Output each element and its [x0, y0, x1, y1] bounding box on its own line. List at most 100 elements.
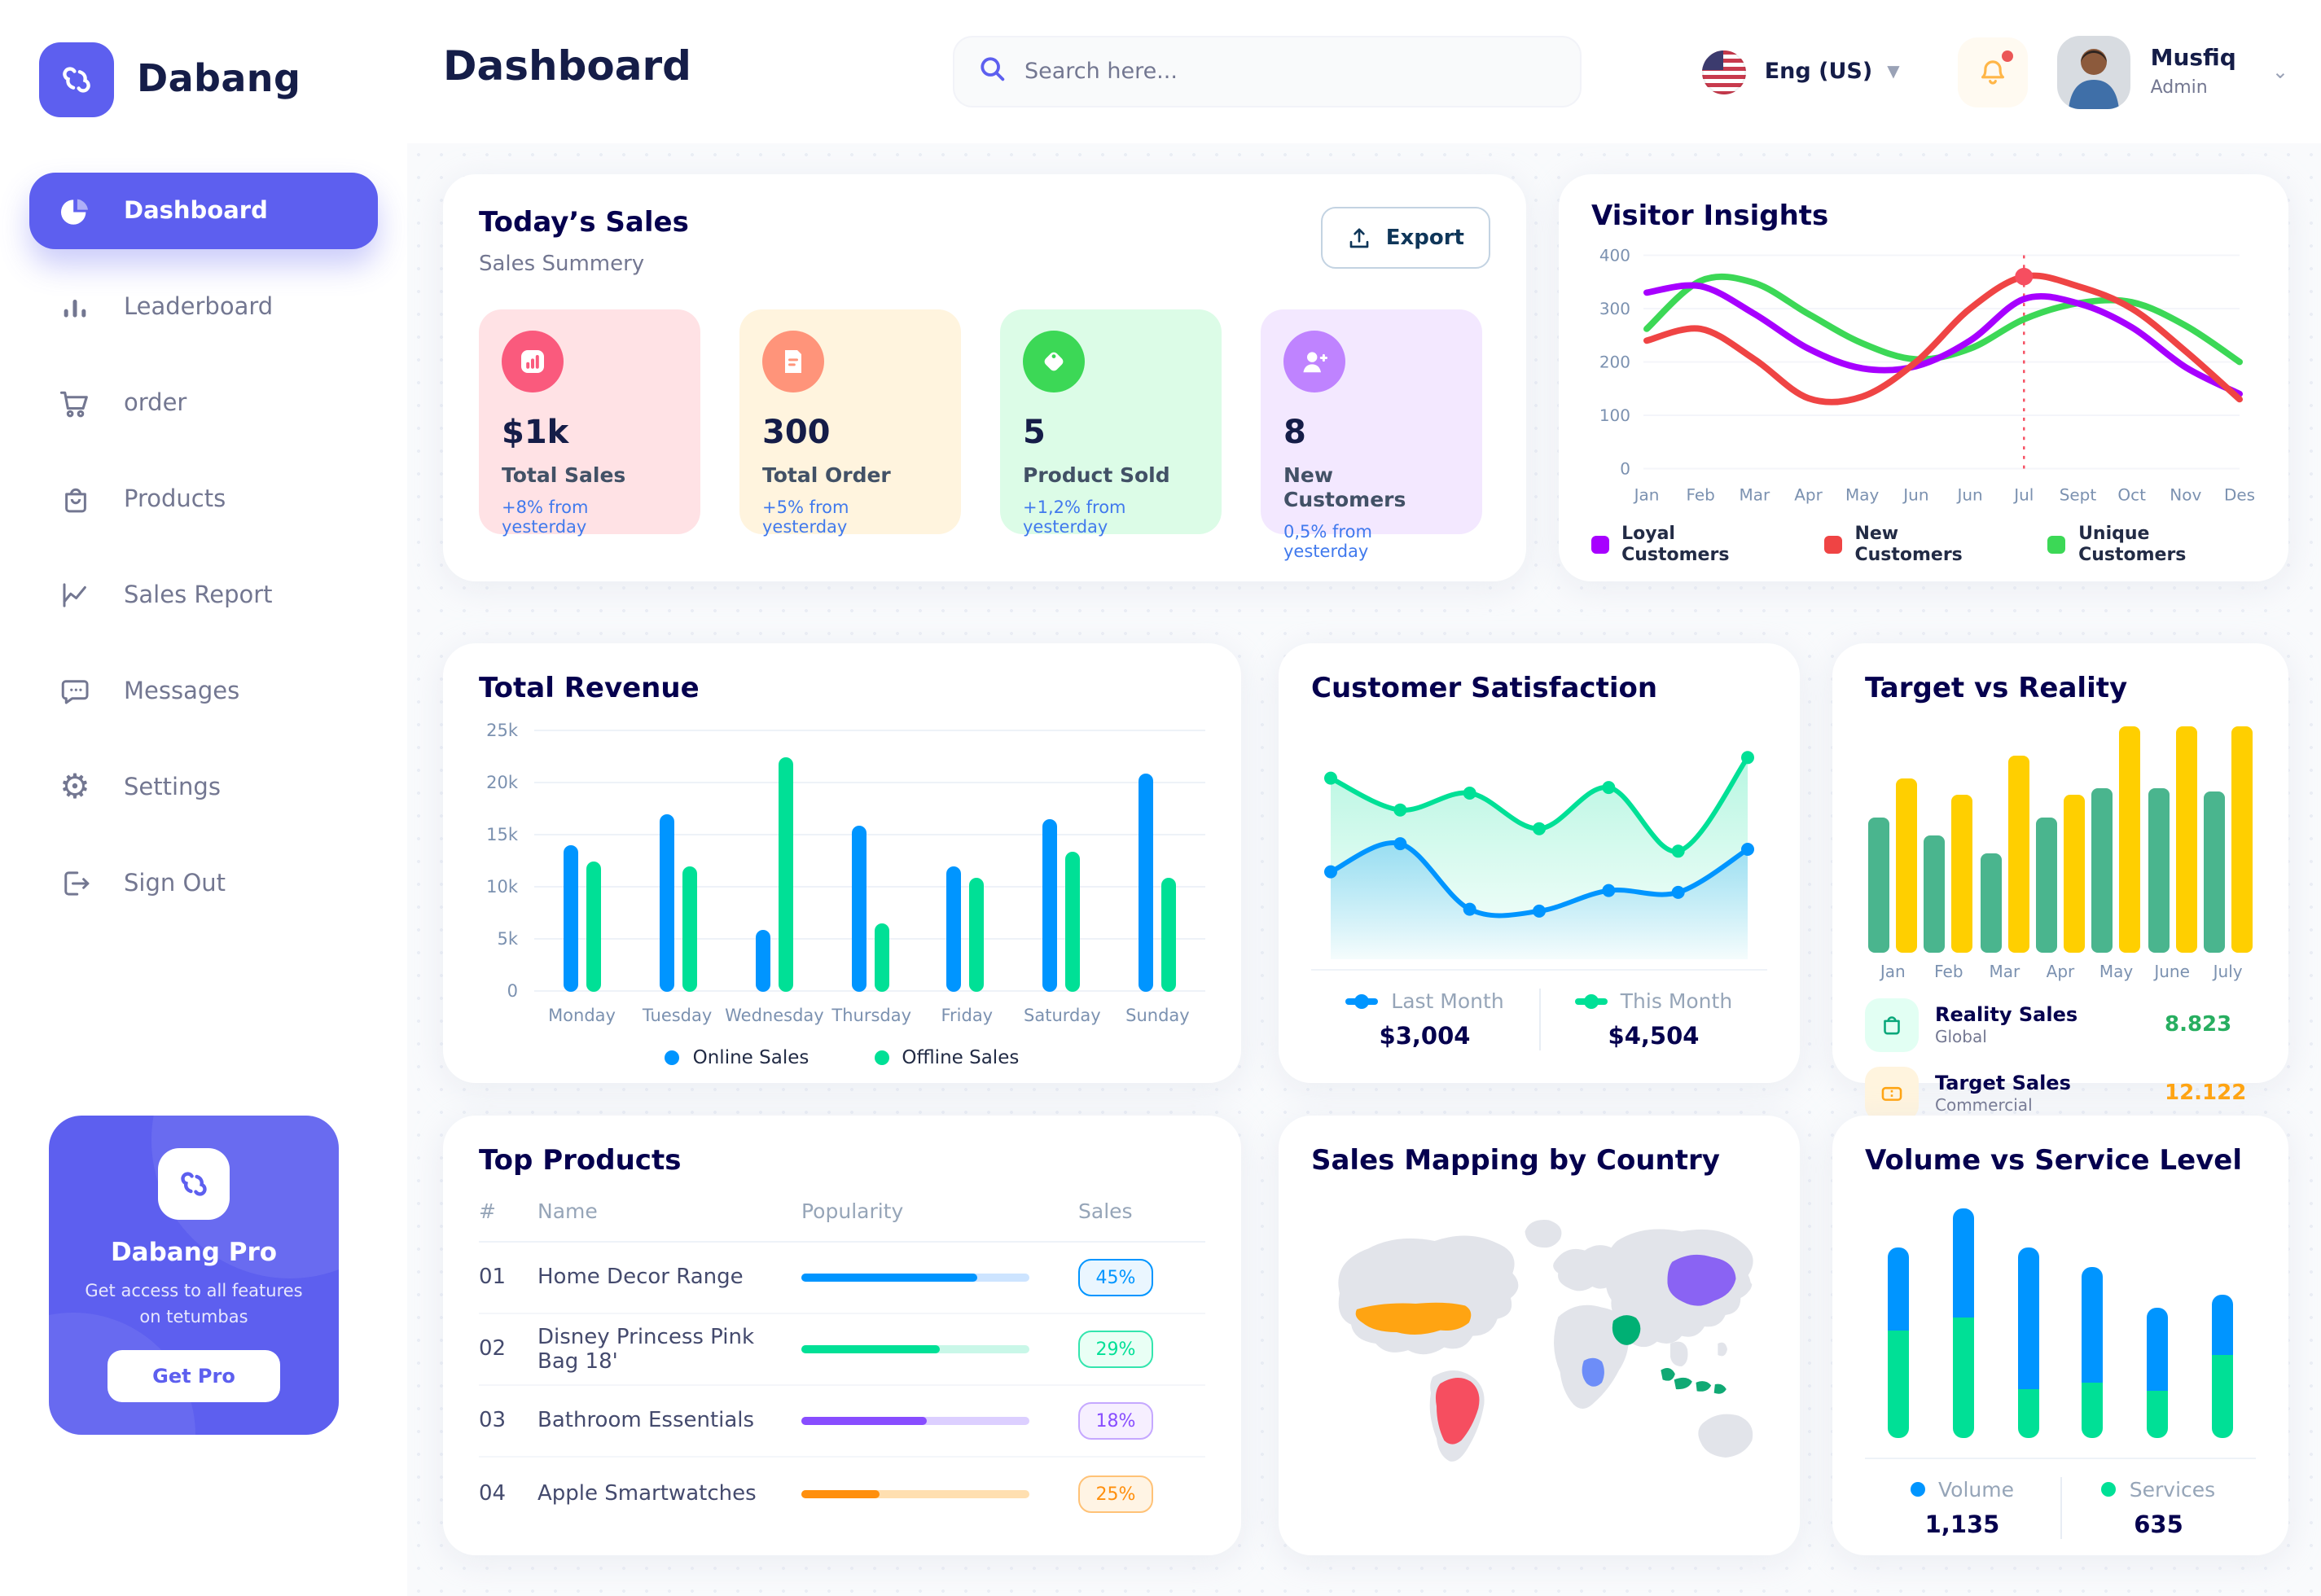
sidebar-item-sign-out[interactable]: Sign Out	[29, 845, 378, 922]
pro-promo-card: Dabang Pro Get access to all features on…	[49, 1116, 339, 1435]
page-title: Dashboard	[443, 42, 691, 90]
sidebar-item-label: Products	[124, 486, 226, 512]
table-row: 04 Apple Smartwatches 25%	[479, 1458, 1205, 1529]
divider	[2060, 1477, 2061, 1539]
svg-text:Mar: Mar	[1740, 486, 1771, 505]
sales-badge: 29%	[1078, 1331, 1153, 1368]
greenland	[1525, 1220, 1562, 1248]
country-indonesia	[1661, 1368, 1726, 1394]
top-products-table: 01 Home Decor Range 45% 02 Disney Princess P…	[479, 1243, 1205, 1529]
gear-icon: ⚙	[59, 767, 90, 806]
table-row: 02 Disney Princess Pink Bag 18' 29%	[479, 1314, 1205, 1386]
legend-item: Online Sales	[665, 1046, 809, 1068]
customer-satisfaction-card: Customer Satisfaction Last Month $3,004 …	[1279, 643, 1800, 1083]
target-sales-row: Target Sales Commercial 12.122	[1865, 1067, 2256, 1120]
philippines	[1718, 1342, 1727, 1357]
world-map	[1338, 1220, 1753, 1462]
stacked-bar	[2017, 1247, 2039, 1438]
indochina	[1670, 1341, 1688, 1366]
search-input[interactable]	[1024, 59, 1557, 85]
country-united-states	[1355, 1302, 1472, 1335]
target-vs-reality-title: Target vs Reality	[1865, 673, 2128, 705]
top-products-header-row: # Name Popularity Sales	[479, 1199, 1205, 1243]
legend-item: Loyal Customers	[1591, 523, 1782, 565]
svg-text:Jun: Jun	[1902, 486, 1928, 505]
sidebar-item-settings[interactable]: ⚙ Settings	[29, 749, 378, 826]
customer-satisfaction-legend: Last Month $3,004 This Month $4,504	[1311, 989, 1767, 1050]
svg-text:200: 200	[1599, 353, 1630, 372]
svg-text:Jan: Jan	[1633, 486, 1660, 505]
column-header: Popularity	[801, 1199, 904, 1223]
user-role: Admin	[2150, 77, 2208, 98]
bar-stats-icon	[502, 331, 564, 392]
avatar[interactable]	[2057, 35, 2131, 108]
todays-sales-title: Today’s Sales	[479, 207, 689, 239]
brand-logo-row: Dabang	[0, 0, 407, 117]
user-menu-chevron-icon[interactable]: ⌄	[2271, 60, 2288, 83]
divider	[1865, 1458, 2256, 1459]
sidebar-item-dashboard[interactable]: Dashboard	[29, 173, 378, 249]
pro-title: Dabang Pro	[110, 1238, 278, 1267]
top-products-card: Top Products # Name Popularity Sales 01 Home…	[443, 1116, 1241, 1555]
customer-satisfaction-chart	[1324, 751, 1754, 959]
total-revenue-chart: 0 5k 10k 15k 20k 25k	[479, 721, 1205, 1002]
visitor-insights-title: Visitor Insights	[1591, 200, 1829, 233]
get-pro-button[interactable]: Get Pro	[107, 1349, 281, 1402]
sidebar-item-label: Sign Out	[124, 870, 226, 897]
reality-sales-row: Reality Sales Global 8.823	[1865, 998, 2256, 1052]
chevron-down-icon[interactable]: ▼	[1887, 63, 1900, 81]
sales-badge: 45%	[1078, 1259, 1153, 1296]
main-content: Today’s Sales Sales Summery Export	[407, 143, 2321, 1596]
sidebar-item-label: Dashboard	[124, 198, 268, 224]
volume-service-title: Volume vs Service Level	[1865, 1145, 2243, 1177]
user-name: Musfiq	[2150, 46, 2236, 72]
stacked-bar	[1888, 1247, 1909, 1438]
cart-icon	[55, 385, 94, 421]
bell-icon	[1981, 59, 2005, 84]
svg-text:May: May	[1845, 486, 1880, 505]
last-month-marker-icon	[1345, 998, 1379, 1004]
stacked-bar	[2211, 1295, 2233, 1438]
sidebar: Dabang Dashboard Leaderboard	[0, 0, 407, 1596]
sidebar-item-label: order	[124, 390, 187, 416]
total-revenue-card: Total Revenue 0 5k 10k 15k 20k 25k Monday Tues…	[443, 643, 1241, 1083]
africa	[1554, 1304, 1629, 1409]
europe	[1553, 1245, 1621, 1291]
notifications-button[interactable]	[1958, 37, 2029, 107]
svg-text:300: 300	[1599, 300, 1630, 318]
sidebar-item-sales-report[interactable]: Sales Report	[29, 557, 378, 634]
services-dot-icon	[2101, 1482, 2117, 1497]
visitor-insights-chart: 0 100 200 300 400 Jan Feb Mar Apr May Jun Jun Jul Sep…	[1599, 247, 2255, 505]
stat-cards-row: $1k Total Sales +8% from yesterday 300 T…	[479, 309, 1490, 562]
this-month-marker-icon	[1574, 998, 1608, 1004]
visitor-insights-legend: Loyal Customers New Customers Unique Custo…	[1591, 523, 2256, 565]
sidebar-item-leaderboard[interactable]: Leaderboard	[29, 269, 378, 345]
svg-text:Jul: Jul	[2012, 486, 2034, 505]
bar-group	[2200, 726, 2256, 953]
svg-text:Des: Des	[2224, 486, 2255, 505]
country-saudi-arabia	[1612, 1315, 1641, 1345]
sales-badge: 18%	[1078, 1402, 1153, 1440]
export-button[interactable]: Export	[1320, 207, 1490, 269]
last-month-label: Last Month	[1391, 989, 1504, 1013]
chat-icon	[55, 674, 94, 708]
bar-group	[2033, 795, 2089, 953]
top-products-title: Top Products	[479, 1145, 682, 1177]
brand-logo-icon	[39, 42, 114, 117]
sidebar-item-label: Sales Report	[124, 582, 273, 608]
target-vs-reality-card: Target vs Reality Jan Feb Mar Apr May June Jul…	[1832, 643, 2288, 1120]
volume-service-card: Volume vs Service Level Volume 1,135 Ser…	[1832, 1116, 2288, 1555]
svg-text:Sept: Sept	[2060, 486, 2097, 505]
topbar-right: Eng (US) ▼ Musfiq Admin	[1702, 0, 2288, 143]
north-america	[1338, 1235, 1519, 1355]
sidebar-item-messages[interactable]: Messages	[29, 653, 378, 730]
target-sales-value: 12.122	[2165, 1081, 2247, 1106]
stat-card-total-sales: $1k Total Sales +8% from yesterday	[479, 309, 700, 537]
divider	[1538, 989, 1540, 1050]
target-vs-reality-chart	[1865, 725, 2256, 953]
sidebar-item-products[interactable]: Products	[29, 461, 378, 537]
country-dr-congo	[1582, 1357, 1604, 1387]
sidebar-nav: Dashboard Leaderboard order	[0, 173, 407, 922]
tag-icon	[1023, 331, 1085, 392]
sidebar-item-order[interactable]: order	[29, 365, 378, 441]
